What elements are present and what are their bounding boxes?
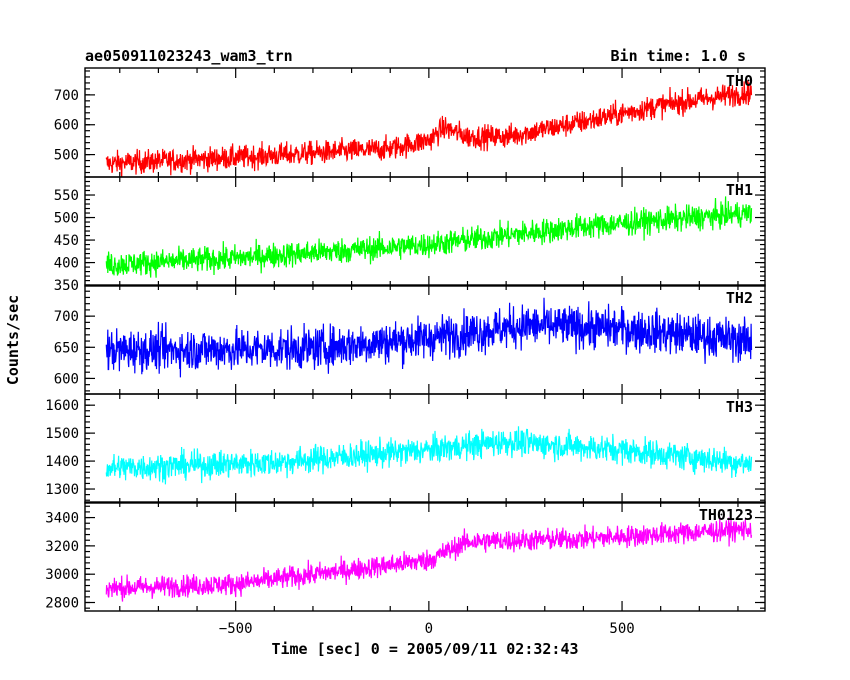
panel-frame-th1 xyxy=(84,176,766,287)
series-line-th0123 xyxy=(105,517,753,602)
x-tick-label: 0 xyxy=(425,621,433,637)
panel-label-th2: TH2 xyxy=(726,289,753,307)
y-tick-label: 500 xyxy=(54,211,79,227)
panel-label-th0123: TH0123 xyxy=(699,506,753,524)
x-axis-label: Time [sec] 0 = 2005/09/11 02:32:43 xyxy=(271,640,578,658)
series-line-th0 xyxy=(105,80,753,177)
chart-title: ae050911023243_wam3_trn xyxy=(85,47,293,65)
y-tick-label: 400 xyxy=(54,256,79,272)
y-tick-label: 500 xyxy=(54,148,79,164)
y-tick-label: 700 xyxy=(54,88,79,104)
y-tick-label: 1300 xyxy=(45,482,79,498)
y-tick-label: 1400 xyxy=(45,454,79,470)
panel-label-th3: TH3 xyxy=(726,398,753,416)
y-tick-label: 3200 xyxy=(45,539,79,555)
y-tick-label: 3400 xyxy=(45,511,79,527)
y-axis-label: Counts/sec xyxy=(4,295,22,385)
panel-frame-th3 xyxy=(84,393,766,504)
y-tick-label: 1600 xyxy=(45,398,79,414)
y-tick-label: 650 xyxy=(54,340,79,356)
y-tick-label: 2800 xyxy=(45,596,79,612)
x-tick-label: 500 xyxy=(609,621,634,637)
panel-label-th0: TH0 xyxy=(726,72,753,90)
series-line-th3 xyxy=(105,426,753,485)
y-tick-label: 450 xyxy=(54,233,79,249)
panel-label-th1: TH1 xyxy=(726,181,753,199)
y-tick-label: 600 xyxy=(54,118,79,134)
series-line-th2 xyxy=(105,297,753,378)
series-line-th1 xyxy=(105,196,753,278)
y-tick-label: 350 xyxy=(54,278,79,294)
y-tick-label: 3000 xyxy=(45,567,79,583)
y-tick-label: 1500 xyxy=(45,426,79,442)
x-tick-label: −500 xyxy=(219,621,253,637)
y-tick-label: 700 xyxy=(54,309,79,325)
chart-subtitle: Bin time: 1.0 s xyxy=(611,47,746,65)
y-tick-label: 550 xyxy=(54,188,79,204)
panel-frame-th0123 xyxy=(84,501,766,612)
panels: 500 600 700 TH0 350 400 450 500 550 TH1 600 650 700 T… xyxy=(45,67,766,637)
y-tick-label: 600 xyxy=(54,371,79,387)
